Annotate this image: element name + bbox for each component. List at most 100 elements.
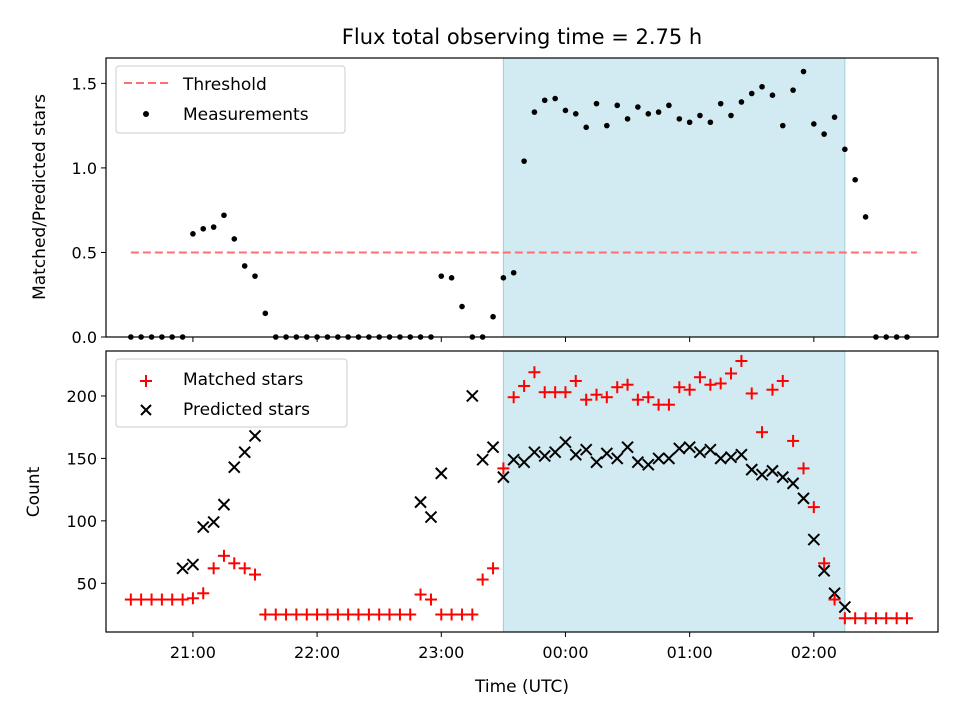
measurement-point bbox=[676, 116, 683, 122]
matched-point bbox=[714, 377, 727, 390]
matched-point bbox=[476, 573, 489, 586]
top-panel: 0.0 0.5 1.0 1.5 Matched/Predicted stars Thr… bbox=[30, 57, 939, 347]
measurement-point bbox=[666, 102, 672, 109]
matched-point bbox=[859, 612, 872, 625]
predicted-point bbox=[466, 389, 479, 403]
matched-point bbox=[838, 612, 851, 625]
x-tick-label: 00:00 bbox=[542, 643, 588, 662]
predicted-point bbox=[797, 492, 810, 505]
matched-point bbox=[321, 608, 334, 621]
legend-predicted-label: Predicted stars bbox=[183, 400, 310, 420]
matched-point bbox=[404, 608, 417, 621]
matched-point bbox=[487, 562, 500, 575]
predicted-point bbox=[693, 445, 707, 459]
legend-matched-label: Matched stars bbox=[183, 370, 303, 390]
predicted-point bbox=[817, 564, 831, 578]
measurement-point bbox=[645, 111, 652, 117]
measurement-point bbox=[635, 104, 641, 110]
matched-point bbox=[362, 608, 375, 621]
measurement-point bbox=[717, 100, 724, 107]
predicted-point bbox=[217, 498, 231, 511]
matched-point bbox=[373, 608, 386, 621]
matched-point bbox=[621, 378, 634, 391]
legend-predicted-marker bbox=[140, 404, 152, 416]
bottom-y-axis-label: Count bbox=[24, 466, 44, 517]
predicted-point bbox=[600, 447, 614, 460]
predicted-point bbox=[414, 495, 427, 509]
measurement-point bbox=[862, 214, 869, 220]
matched-point bbox=[828, 593, 841, 606]
top-data-marks bbox=[128, 68, 917, 340]
predicted-point bbox=[517, 455, 531, 469]
matched-point bbox=[280, 608, 293, 621]
predicted-point bbox=[662, 452, 676, 465]
matched-point bbox=[704, 378, 717, 391]
matched-point bbox=[435, 608, 448, 621]
matched-point bbox=[155, 593, 168, 606]
predicted-point bbox=[683, 440, 696, 454]
bottom-y-tick-label: 150 bbox=[66, 449, 97, 468]
matched-point bbox=[331, 608, 344, 621]
top-axes-frame bbox=[105, 57, 939, 338]
measurement-point bbox=[604, 122, 610, 129]
predicted-point bbox=[714, 452, 727, 465]
matched-point bbox=[724, 367, 737, 380]
matched-point bbox=[528, 366, 541, 379]
predicted-point bbox=[766, 464, 779, 478]
measurement-point bbox=[510, 269, 517, 276]
legend-measurements-dot bbox=[143, 111, 149, 117]
matched-point bbox=[569, 374, 582, 387]
measurement-point bbox=[686, 119, 693, 126]
matched-point bbox=[590, 388, 603, 401]
top-y-tick-label: 1.5 bbox=[72, 74, 97, 93]
x-tick-label: 21:00 bbox=[170, 643, 216, 662]
measurement-point bbox=[800, 68, 807, 75]
predicted-point bbox=[786, 477, 800, 490]
measurement-point bbox=[562, 107, 569, 114]
measurement-point bbox=[552, 95, 558, 102]
matched-point bbox=[186, 592, 199, 605]
matched-point bbox=[900, 612, 913, 625]
predicted-point bbox=[186, 558, 200, 571]
legend-matched-marker bbox=[140, 375, 152, 387]
bottom-legend-box bbox=[115, 358, 348, 428]
matched-point bbox=[145, 593, 158, 606]
measurement-point bbox=[541, 97, 548, 104]
x-tick-label: 01:00 bbox=[667, 643, 713, 662]
predicted-point bbox=[248, 429, 262, 443]
matched-point bbox=[518, 379, 531, 392]
bottom-shaded-region bbox=[502, 350, 846, 633]
matched-point bbox=[662, 398, 675, 411]
predicted-point bbox=[507, 453, 520, 466]
top-legend: Threshold Measurements bbox=[115, 65, 346, 134]
predicted-point bbox=[631, 455, 645, 469]
measurement-point bbox=[748, 90, 755, 97]
predicted-point bbox=[424, 510, 438, 524]
measurement-point bbox=[811, 121, 817, 127]
measurement-point bbox=[790, 87, 796, 93]
matched-point bbox=[217, 549, 230, 562]
predicted-point bbox=[497, 470, 510, 484]
top-y-tick-label: 0.5 bbox=[72, 243, 97, 262]
measurement-point bbox=[842, 146, 848, 153]
matched-point bbox=[797, 462, 810, 475]
matched-point bbox=[807, 501, 820, 514]
matched-point bbox=[869, 612, 882, 625]
matched-point bbox=[735, 354, 748, 367]
measurement-point bbox=[241, 263, 248, 269]
matched-point bbox=[135, 593, 148, 606]
matched-point bbox=[652, 398, 665, 411]
top-y-tick-label: 0.0 bbox=[72, 328, 97, 347]
top-shaded-region bbox=[502, 57, 846, 338]
matched-point bbox=[507, 391, 520, 404]
predicted-point bbox=[735, 448, 748, 461]
x-tick-label: 23:00 bbox=[418, 643, 464, 662]
measurement-point bbox=[697, 112, 703, 119]
matched-point bbox=[445, 608, 458, 621]
top-legend-box bbox=[115, 65, 346, 134]
matched-point bbox=[600, 391, 613, 404]
matched-point bbox=[683, 383, 696, 396]
predicted-point bbox=[207, 515, 220, 529]
measurement-point bbox=[531, 109, 538, 115]
